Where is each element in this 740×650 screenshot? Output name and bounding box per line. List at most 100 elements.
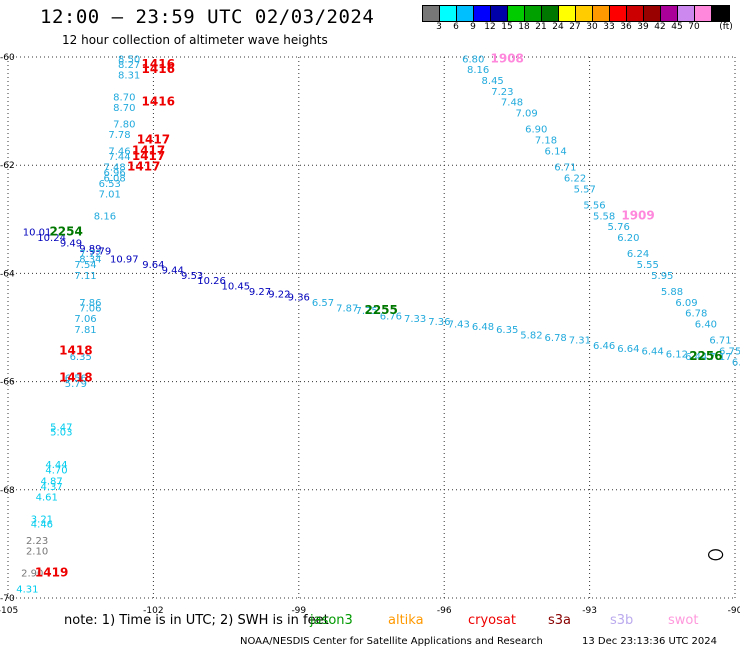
wave-height-value: 9.22 <box>268 290 290 301</box>
wave-height-value: 5.88 <box>661 287 683 298</box>
wave-height-value: 6.20 <box>617 233 639 244</box>
map-title: 12:00 — 23:59 UTC 02/03/2024 <box>40 6 375 28</box>
legend-swatch <box>576 6 593 21</box>
legend-label: 39 <box>637 22 649 32</box>
wave-height-value: 7.44 <box>108 152 130 163</box>
wave-height-value: 5.95 <box>651 271 673 282</box>
wave-height-value: 9.64 <box>142 260 164 271</box>
wave-height-value: 6.78 <box>685 309 707 320</box>
pass-time-label: 1417 <box>127 160 160 174</box>
legend-swatch <box>423 6 440 21</box>
wave-height-value: 6.57 <box>312 298 334 309</box>
generated-timestamp: 13 Dec 23:13:36 UTC 2024 <box>582 636 717 647</box>
wave-height-value: 8.16 <box>94 211 116 222</box>
legend-swatch <box>593 6 610 21</box>
wave-height-value: 7.01 <box>99 190 121 201</box>
wave-height-value: 7.87 <box>336 303 358 314</box>
color-legend-bar <box>422 5 730 22</box>
pass-time-label: 1416 <box>142 62 175 76</box>
legend-swatch <box>559 6 576 21</box>
legend-swatch <box>610 6 627 21</box>
wave-height-value: 6.35 <box>496 325 518 336</box>
wave-height-value: 7.81 <box>74 325 96 336</box>
legend-label: 9 <box>470 22 476 32</box>
pass-time-label: 1417 <box>137 133 170 147</box>
legend-swatch <box>542 6 559 21</box>
wave-height-value: 8.50 <box>118 54 140 65</box>
wave-height-value: 7.43 <box>448 320 470 331</box>
pass-time-label: 1418 <box>59 344 92 358</box>
wave-height-value: 6.44 <box>685 352 707 363</box>
wave-height-value: 4.87 <box>40 476 62 487</box>
wave-height-value: 7.06 <box>74 314 96 325</box>
wave-height-value: 7.31 <box>569 336 591 347</box>
legend-swatch <box>627 6 644 21</box>
wave-height-value: 5.03 <box>50 428 72 439</box>
wave-height-value: 6.78 <box>545 333 567 344</box>
satellite-jason3: jason3 <box>310 613 353 628</box>
wave-height-value: 6.80 <box>462 54 484 65</box>
legend-swatch <box>508 6 525 21</box>
wave-height-value: 9.27 <box>249 287 271 298</box>
wave-height-value: 7.48 <box>501 98 523 109</box>
wave-height-value: 9.79 <box>89 246 111 257</box>
wave-height-value: 10.97 <box>110 255 139 266</box>
pass-time-label: 1416 <box>142 95 175 109</box>
pass-time-label: 1908 <box>491 51 524 65</box>
wave-height-value: 4.70 <box>45 466 67 477</box>
wave-height-value: 7.17 <box>709 352 731 363</box>
legend-unit: (ft) <box>719 22 733 32</box>
wave-height-value: 2.90 <box>21 568 43 579</box>
wave-height-value: 8.34 <box>79 255 101 266</box>
legend-label: 42 <box>654 22 666 32</box>
wave-height-value: 7.33 <box>404 314 426 325</box>
wave-height-value: 7.72 <box>79 249 101 260</box>
longitude-tick-label: -96 <box>437 606 452 616</box>
wave-height-value: 8.31 <box>118 71 140 82</box>
wave-height-value: 9.44 <box>162 265 184 276</box>
wave-height-value: 7.48 <box>103 163 125 174</box>
pass-time-label: 1417 <box>132 149 165 163</box>
wave-height-value: 5.56 <box>583 200 605 211</box>
wave-height-value: 4.46 <box>31 520 53 531</box>
legend-label: 15 <box>501 22 513 32</box>
legend-label: 6 <box>453 22 459 32</box>
pass-time-label: 1417 <box>132 143 165 157</box>
wave-height-value: 5.79 <box>65 379 87 390</box>
pass-time-label: 1418 <box>59 371 92 385</box>
legend-label: 12 <box>484 22 496 32</box>
pass-time-label: 2256 <box>689 349 722 363</box>
wave-height-value: 6.35 <box>70 352 92 363</box>
wave-height-value: 5.76 <box>608 222 630 233</box>
wave-height-value: 7.54 <box>74 260 96 271</box>
wave-height-value: 5.58 <box>593 211 615 222</box>
wave-height-value: 3.21 <box>31 514 53 525</box>
satellite-s3a: s3a <box>548 613 572 628</box>
wave-height-value: 6.64 <box>617 344 639 355</box>
wave-height-value: 6.46 <box>593 341 615 352</box>
wave-height-value: 7.11 <box>74 271 96 282</box>
legend-label: 27 <box>569 22 581 32</box>
coastline-contour <box>708 549 724 561</box>
longitude-tick-label: -102 <box>143 606 163 616</box>
wave-height-value: 9.49 <box>60 238 82 249</box>
note-text: note: 1) Time is in UTC; 2) SWH is in fe… <box>64 613 329 628</box>
wave-height-value: 6.96 <box>103 168 125 179</box>
wave-height-value: 7.86 <box>79 298 101 309</box>
wave-height-value: 10.26 <box>197 276 226 287</box>
wave-height-value: 7.23 <box>491 87 513 98</box>
wave-height-value: 6.48 <box>472 322 494 333</box>
wave-height-value: 6.08 <box>103 173 125 184</box>
legend-label: 18 <box>518 22 530 32</box>
latitude-tick-label: -60 <box>0 53 15 63</box>
wave-height-value: 4.31 <box>16 585 38 596</box>
wave-height-value: 6.90 <box>525 125 547 136</box>
legend-swatch <box>457 6 474 21</box>
satellite-s3b: s3b <box>610 613 634 628</box>
wave-height-value: 5.47 <box>50 422 72 433</box>
wave-height-value: 6.22 <box>564 173 586 184</box>
wave-height-value: 4.44 <box>45 460 67 471</box>
legend-swatch <box>491 6 508 21</box>
wave-height-value: 7.78 <box>108 130 130 141</box>
